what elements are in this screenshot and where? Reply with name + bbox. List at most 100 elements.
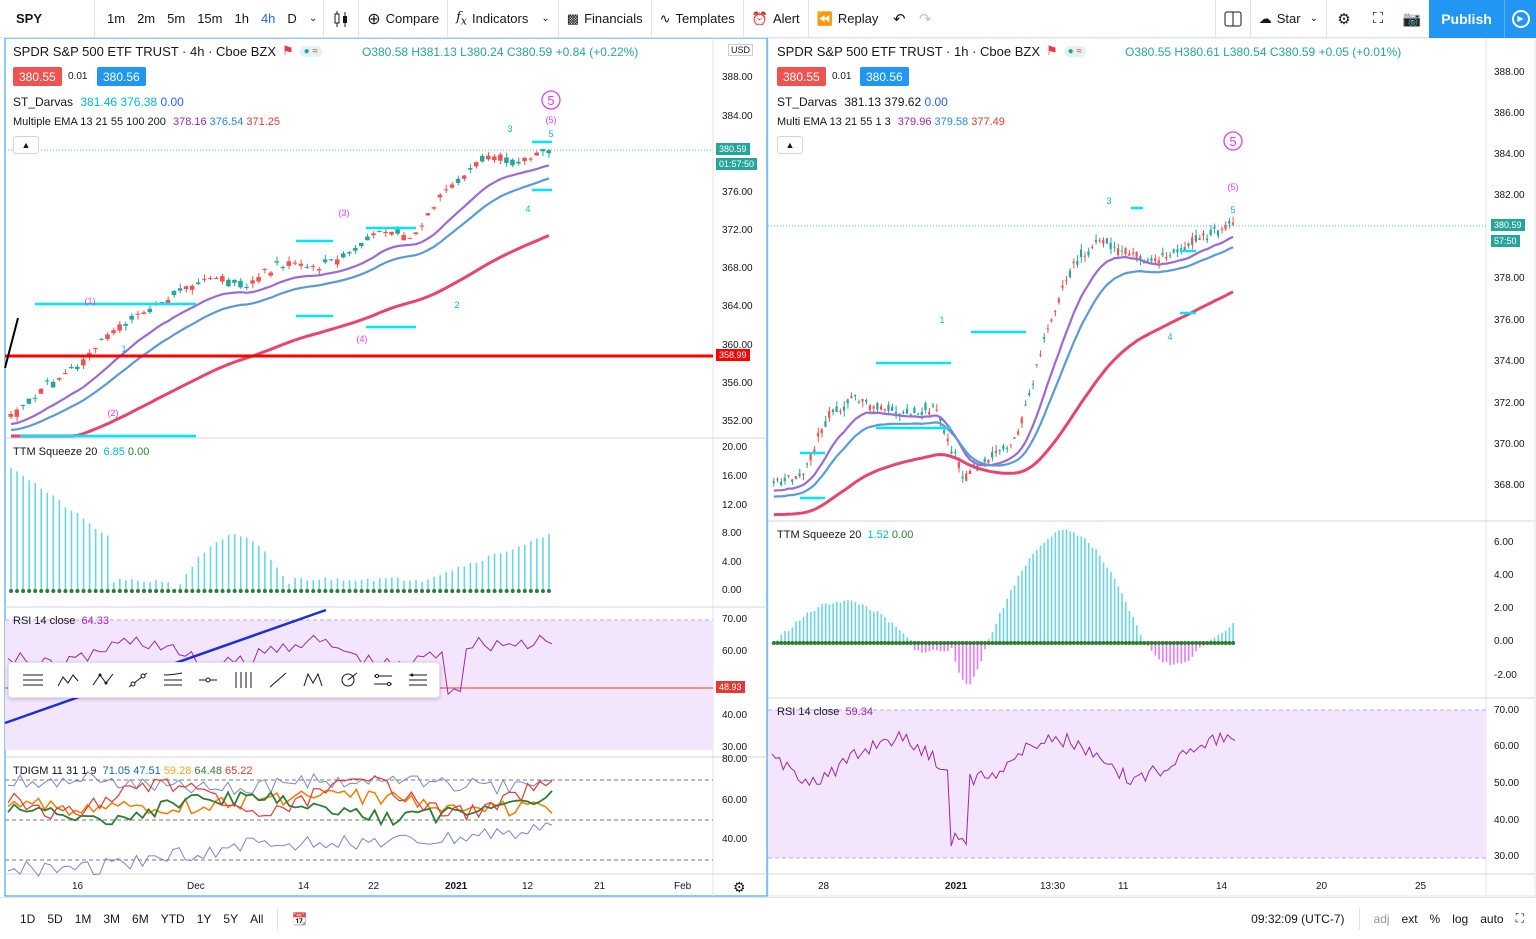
range-5d[interactable]: 5D [47, 911, 63, 926]
interval-15m[interactable]: 15m [197, 11, 223, 26]
candle-body [913, 407, 916, 413]
publish-button[interactable]: Publish [1429, 0, 1504, 38]
candles-icon[interactable] [324, 0, 358, 38]
candle-body [1161, 253, 1164, 256]
ext-toggle[interactable]: ext [1401, 911, 1418, 926]
right-rsi-legend[interactable]: RSI 14 close 59.34 [777, 706, 873, 718]
vertical-lines-icon[interactable] [225, 665, 260, 695]
camera-icon[interactable]: 📷 [1402, 10, 1422, 28]
interval-2m[interactable]: 2m [137, 11, 156, 26]
axis-settings-gear-icon[interactable]: ⚙ [733, 879, 746, 895]
fullscreen-icon[interactable]: ⛶ [1515, 911, 1524, 925]
axis-tick-label: 0.00 [1494, 636, 1514, 647]
candle-body [809, 454, 812, 461]
range-all[interactable]: All [250, 911, 264, 926]
interval-4h[interactable]: 4h [260, 11, 276, 26]
left-tdi-legend[interactable]: TDIGM 11 31 1 9 71.05 47.51 59.28 64.48 … [13, 765, 253, 777]
candle-body [486, 155, 491, 160]
squeeze-dot [111, 589, 116, 593]
flag-icon[interactable]: ⚑ [1045, 43, 1058, 58]
range-3m[interactable]: 3M [103, 911, 121, 926]
squeeze-dot [1086, 641, 1091, 645]
fib-icon[interactable] [155, 665, 190, 695]
left-ema-legend[interactable]: Multiple EMA 13 21 55 100 200 378.16 376… [13, 116, 280, 128]
squeeze-dot [99, 589, 104, 593]
horizontal-lines-icon[interactable] [15, 665, 50, 695]
percent-toggle[interactable]: % [1429, 911, 1441, 926]
bid-price-box[interactable]: 380.55 [13, 67, 62, 86]
eye-icon[interactable]: ● ≈ [299, 45, 322, 57]
financials-button[interactable]: ▩ Financials [559, 0, 651, 38]
trendline-black [4, 317, 19, 369]
interval-1m[interactable]: 1m [107, 11, 126, 26]
squeeze-dot [389, 589, 394, 593]
pattern-icon[interactable] [295, 665, 330, 695]
right-ema-legend[interactable]: Multi EMA 13 21 55 1 3 379.96 379.58 377… [777, 116, 1005, 128]
right-darvas-legend[interactable]: ST_Darvas 381.13 379.62 0.00 [777, 95, 948, 109]
trend-line-icon[interactable] [120, 665, 155, 695]
stream-button[interactable]: ▶ [1504, 0, 1536, 38]
left-darvas-legend[interactable]: ST_Darvas 381.46 376.38 0.00 [13, 95, 184, 109]
candle-body [1005, 448, 1009, 450]
price-range-icon[interactable] [400, 665, 435, 695]
ask-price-box[interactable]: 380.56 [860, 67, 909, 86]
templates-button[interactable]: ∿ Templates [652, 0, 743, 38]
elliott-wave-icon[interactable] [50, 665, 85, 695]
left-rsi-legend[interactable]: RSI 14 close 64.33 [13, 615, 109, 627]
range-5y[interactable]: 5Y [223, 911, 239, 926]
line-icon[interactable] [260, 665, 295, 695]
left-squeeze-legend[interactable]: TTM Squeeze 20 6.85 0.00 [13, 446, 149, 458]
range-6m[interactable]: 6M [132, 911, 149, 926]
star-button[interactable]: ☁ Star ⌄ [1251, 0, 1326, 38]
squeeze-dot [1120, 641, 1125, 645]
auto-toggle[interactable]: auto [1480, 911, 1504, 926]
candle-body [1061, 285, 1064, 288]
log-toggle[interactable]: log [1452, 911, 1469, 926]
adj-toggle[interactable]: adj [1373, 911, 1390, 926]
indicators-button[interactable]: fx Indicators ⌄ [448, 0, 558, 38]
alert-button[interactable]: ⏰ Alert [744, 0, 808, 38]
currency-label[interactable]: USD [728, 44, 754, 56]
symbol-search[interactable]: SPY [0, 0, 95, 38]
eye-icon[interactable]: ● ≈ [1063, 45, 1086, 57]
interval-5m[interactable]: 5m [167, 11, 186, 26]
squeeze-dot [823, 641, 828, 645]
squeeze-dot [1216, 641, 1221, 645]
undo-icon[interactable]: ↶ [893, 10, 906, 28]
compare-label: Compare [385, 11, 440, 26]
redo-icon[interactable]: ↷ [919, 10, 932, 28]
flag-icon[interactable]: ⚑ [281, 43, 294, 58]
range-ytd[interactable]: YTD [160, 911, 185, 926]
collapse-legend-chevron-up-icon[interactable]: ▲ [13, 136, 39, 154]
parallel-channel-icon[interactable] [365, 665, 400, 695]
abc-pattern-icon[interactable] [85, 665, 120, 695]
axis-tick-label: 364.00 [722, 301, 753, 312]
layout-icon[interactable] [1216, 0, 1250, 38]
ask-price-box[interactable]: 380.56 [97, 67, 146, 86]
squeeze-dot [75, 589, 80, 593]
interval-dropdown-chevron-icon[interactable]: ⌄ [308, 13, 318, 24]
gear-icon[interactable]: ⚙ [1337, 10, 1351, 28]
candle-body [783, 477, 786, 482]
range-1d[interactable]: 1D [20, 911, 36, 926]
collapse-legend-chevron-up-icon[interactable]: ▲ [777, 136, 803, 154]
range-1y[interactable]: 1Y [196, 911, 212, 926]
horizontal-ray-icon[interactable] [190, 665, 225, 695]
clock-timezone[interactable]: 09:32:09 (UTC-7) [1251, 911, 1345, 926]
cycle-icon[interactable] [330, 665, 365, 695]
left-chart-title[interactable]: SPDR S&P 500 ETF TRUST · 4h · Cboe BZX ⚑… [13, 43, 322, 59]
right-chart-title[interactable]: SPDR S&P 500 ETF TRUST · 1h · Cboe BZX ⚑… [777, 43, 1086, 59]
goto-date-calendar-icon[interactable]: 📆 [292, 911, 308, 926]
candle-body [968, 470, 972, 474]
squeeze-dot [1112, 641, 1117, 645]
range-1m[interactable]: 1M [74, 911, 92, 926]
right-squeeze-legend[interactable]: TTM Squeeze 20 1.52 0.00 [777, 529, 913, 541]
candle-body [876, 403, 879, 410]
replay-button[interactable]: ⏪ Replay [809, 0, 887, 38]
fullscreen-icon[interactable]: ⛶ [1372, 10, 1384, 27]
bid-price-box[interactable]: 380.55 [777, 67, 826, 86]
interval-d[interactable]: D [287, 11, 297, 26]
compare-button[interactable]: ⊕ Compare [359, 0, 447, 38]
interval-1h[interactable]: 1h [234, 11, 249, 26]
